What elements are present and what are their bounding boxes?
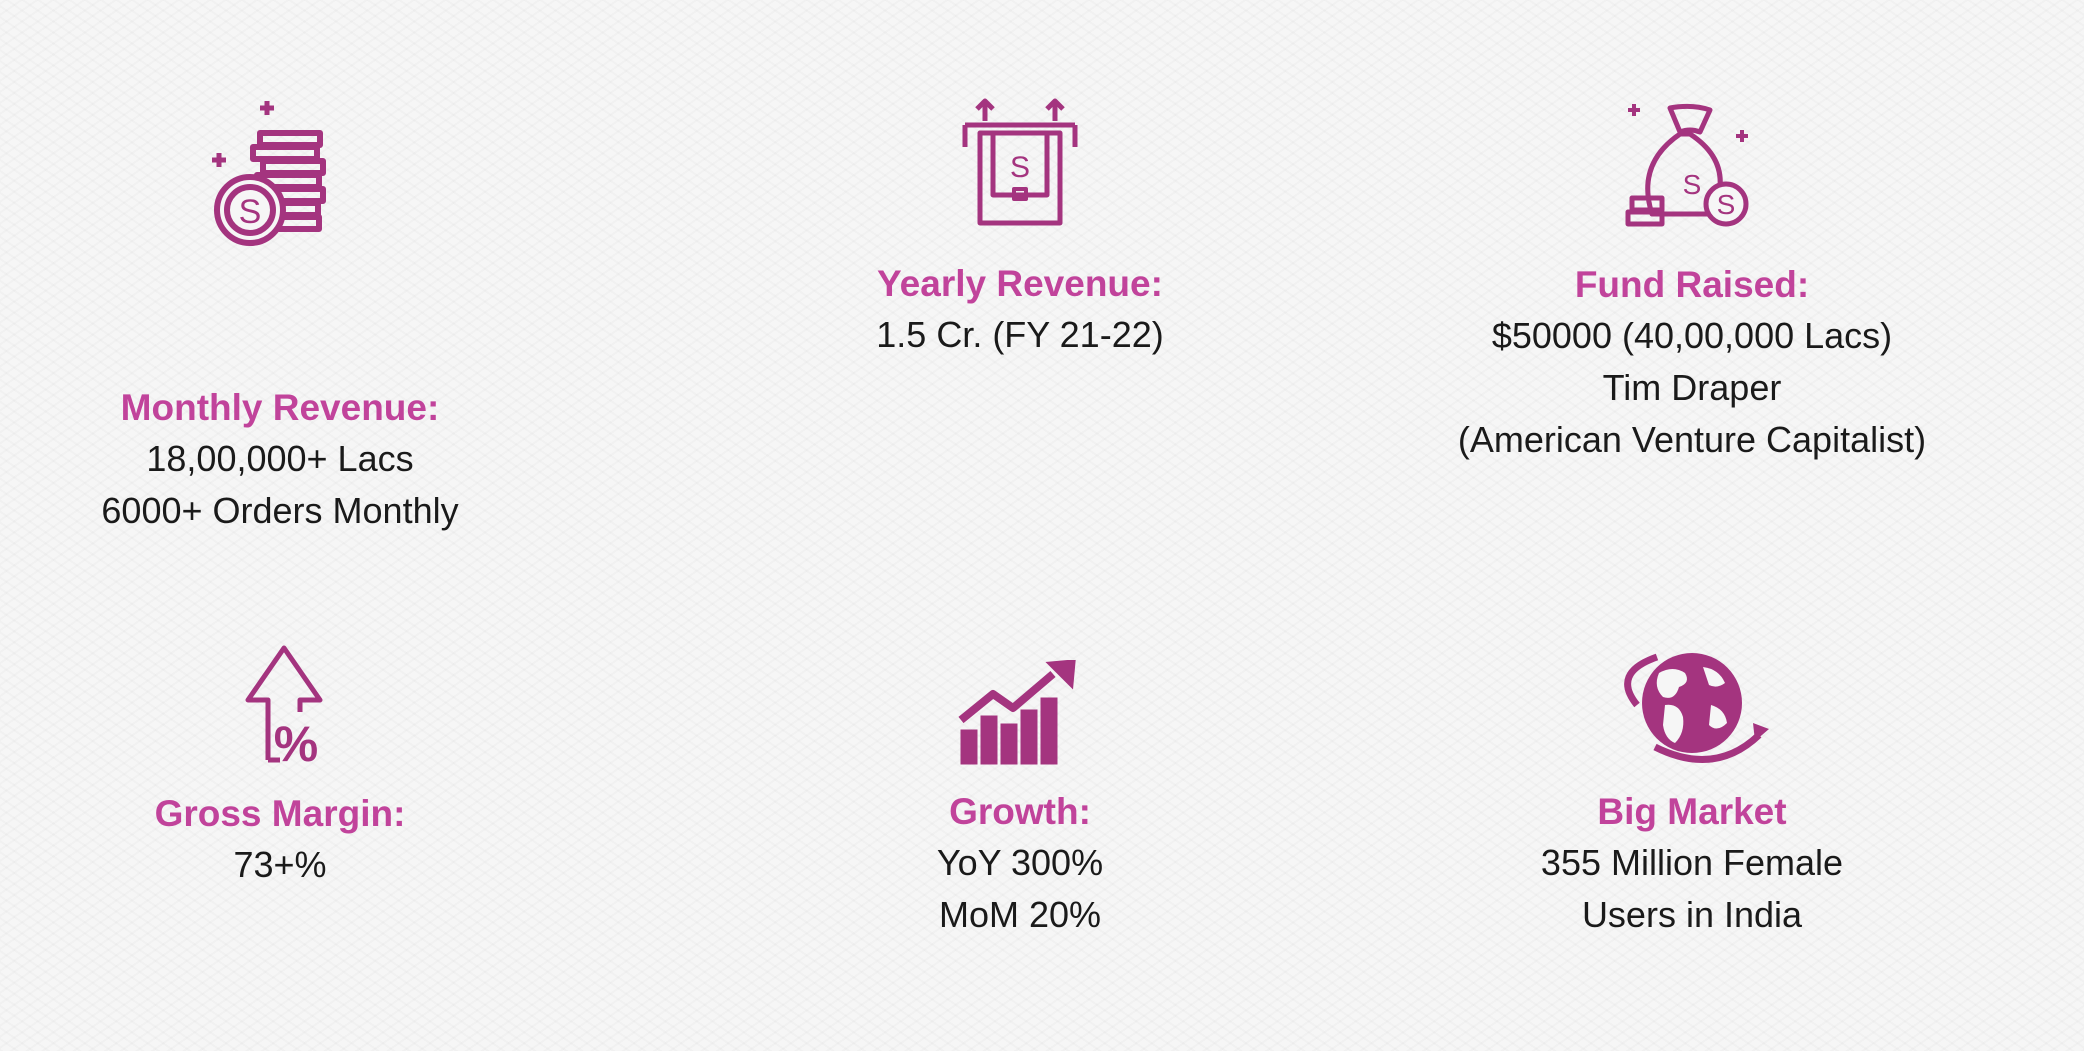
- stat-line: (American Venture Capitalist): [1457, 419, 1927, 460]
- svg-text:%: %: [274, 716, 318, 765]
- svg-text:S: S: [1683, 169, 1702, 200]
- stat-monthly-revenue: S Monthly Revenue: 18,00,000+ Lacs 6000+…: [0, 95, 560, 537]
- coin-stack-icon: S: [0, 95, 560, 255]
- percent-arrow-up-icon: %: [0, 640, 560, 765]
- stat-label: Fund Raised:: [1574, 264, 1810, 305]
- stat-line: MoM 20%: [938, 894, 1102, 935]
- stat-line: 1.5 Cr. (FY 21-22): [876, 314, 1164, 355]
- stat-line: 355 Million Female: [1540, 842, 1844, 883]
- stat-line: 73+%: [233, 844, 327, 885]
- stat-fund-raised: S S Fund Raised: $50000 (40,00,000 Lacs)…: [1372, 100, 2012, 466]
- stat-label: Gross Margin:: [154, 793, 406, 834]
- globe-icon: [1372, 645, 2012, 765]
- stat-label: Yearly Revenue:: [877, 263, 1163, 304]
- stat-label: Big Market: [1597, 791, 1787, 832]
- svg-text:S: S: [239, 193, 262, 231]
- svg-text:S: S: [1010, 151, 1030, 184]
- stat-label: Monthly Revenue:: [120, 387, 440, 428]
- stat-line: 18,00,000+ Lacs: [146, 438, 414, 479]
- cash-withdraw-icon: S: [700, 95, 1340, 235]
- stat-yearly-revenue: S Yearly Revenue: 1.5 Cr. (FY 21-22): [700, 95, 1340, 361]
- stat-gross-margin: % Gross Margin: 73+%: [0, 640, 560, 891]
- stat-line: Users in India: [1581, 894, 1803, 935]
- stat-big-market: Big Market 355 Million Female Users in I…: [1372, 645, 2012, 941]
- stat-line: YoY 300%: [936, 842, 1104, 883]
- money-bag-icon: S S: [1372, 100, 2012, 230]
- stat-growth: Growth: YoY 300% MoM 20%: [700, 660, 1340, 941]
- stat-line: $50000 (40,00,000 Lacs): [1491, 315, 1893, 356]
- growth-chart-icon: [700, 660, 1340, 765]
- stat-label: Growth:: [949, 791, 1091, 832]
- svg-text:S: S: [1717, 189, 1736, 220]
- stat-line: 6000+ Orders Monthly: [101, 490, 459, 531]
- stat-line: Tim Draper: [1602, 367, 1782, 408]
